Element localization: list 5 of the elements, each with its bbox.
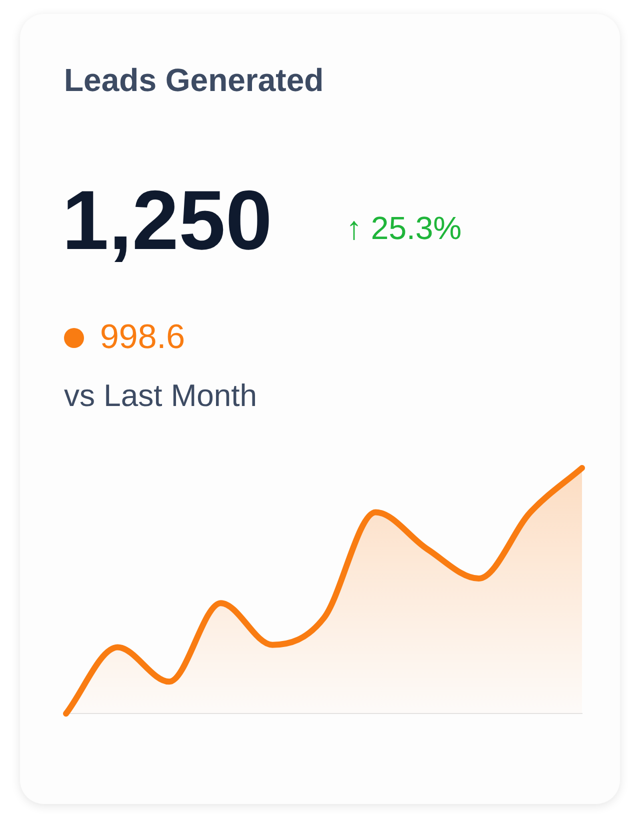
text: 998.6: [100, 318, 186, 357]
chart-title: Leads Generated: [64, 62, 324, 99]
text: ↑ 25.3%: [346, 210, 462, 247]
text: 1,250: [62, 172, 272, 269]
text: vs Last Month: [64, 378, 257, 414]
